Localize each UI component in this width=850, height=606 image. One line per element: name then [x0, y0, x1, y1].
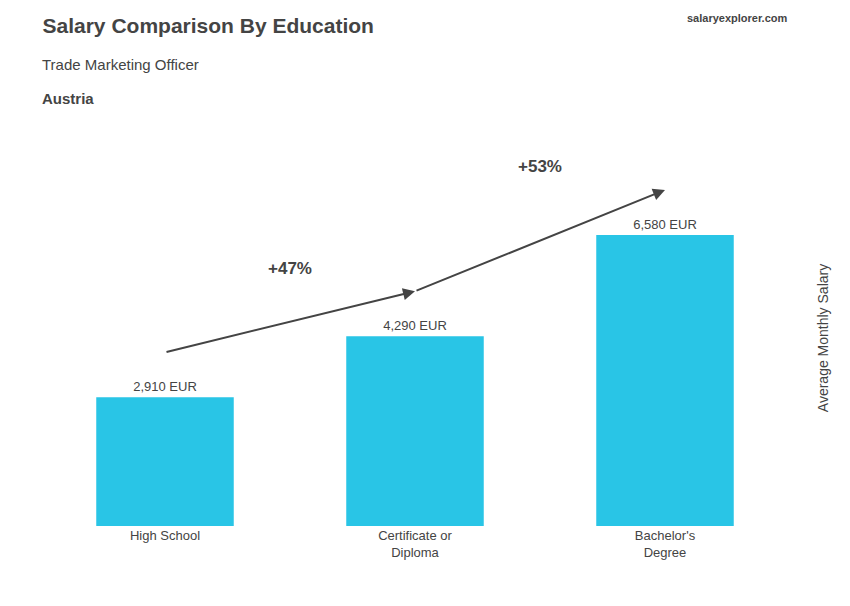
- svg-text:salaryexplorer.com: salaryexplorer.com: [687, 12, 788, 24]
- svg-text:6,580 EUR: 6,580 EUR: [633, 217, 697, 232]
- svg-text:4,290 EUR: 4,290 EUR: [383, 318, 447, 333]
- svg-text:Certificate orDiploma: Certificate orDiploma: [378, 528, 452, 560]
- svg-text:Austria: Austria: [42, 90, 94, 107]
- svg-text:Trade Marketing Officer: Trade Marketing Officer: [42, 56, 199, 73]
- svg-text:High School: High School: [130, 528, 200, 543]
- svg-text:+53%: +53%: [518, 157, 562, 176]
- svg-text:Salary Comparison By Education: Salary Comparison By Education: [43, 14, 374, 37]
- svg-text:Bachelor'sDegree: Bachelor'sDegree: [635, 528, 696, 560]
- svg-text:Average Monthly Salary: Average Monthly Salary: [815, 264, 831, 412]
- svg-text:+47%: +47%: [268, 259, 312, 278]
- svg-text:2,910 EUR: 2,910 EUR: [133, 379, 197, 394]
